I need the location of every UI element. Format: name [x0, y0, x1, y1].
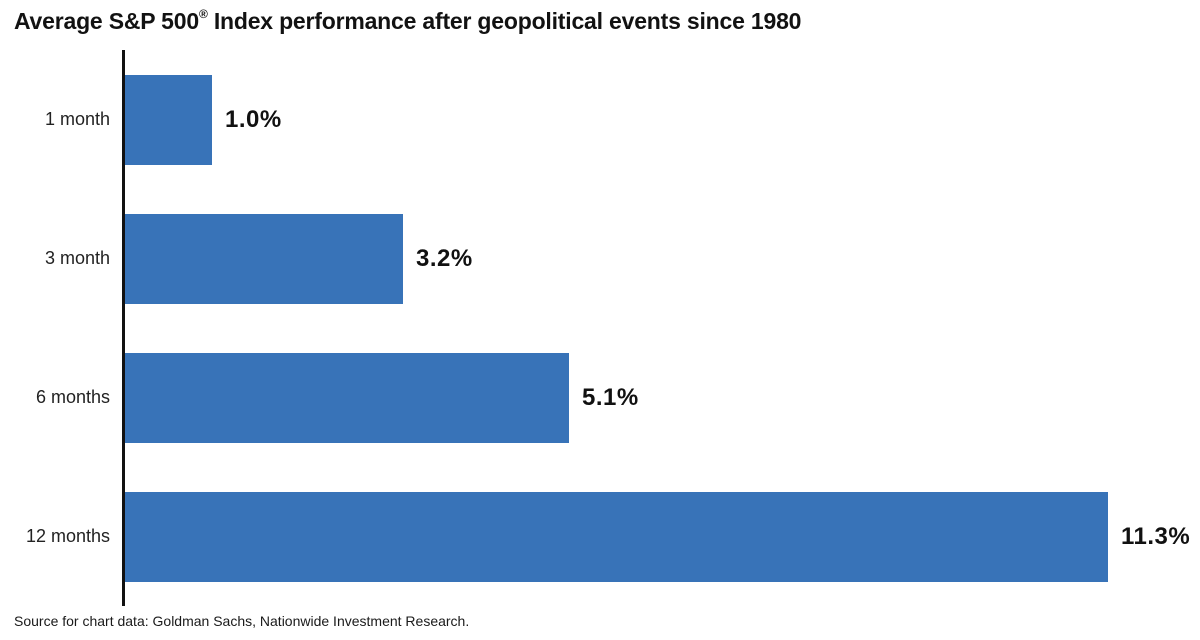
category-label: 1 month — [44, 109, 110, 129]
source-note: Source for chart data: Goldman Sachs, Na… — [14, 613, 470, 629]
bar-row-3-month: 3 month 3.2% — [0, 189, 1200, 328]
category-label: 6 months — [35, 387, 110, 407]
bar-row-12-months: 12 months 11.3% — [0, 467, 1200, 606]
value-label: 11.3% — [1121, 522, 1191, 550]
chart-title-prefix: Average S&P 500 — [14, 8, 199, 34]
value-label: 1.0% — [225, 105, 282, 133]
bar-1-month — [125, 74, 212, 165]
plot-area: 1 month 1.0% 3 month 3.2% 6 months 5.1% … — [0, 50, 1200, 606]
bar-3-month — [125, 213, 403, 304]
chart-title-suffix: Index performance after geopolitical eve… — [207, 8, 802, 34]
y-axis-line — [122, 50, 125, 606]
bar-row-6-months: 6 months 5.1% — [0, 328, 1200, 467]
category-label: 12 months — [25, 526, 110, 546]
bar-row-1-month: 1 month 1.0% — [0, 50, 1200, 189]
bar-12-months — [125, 491, 1108, 582]
chart-title: Average S&P 500® Index performance after… — [14, 7, 802, 35]
category-label: 3 month — [44, 248, 110, 268]
value-label: 3.2% — [416, 244, 473, 272]
value-label: 5.1% — [582, 383, 639, 411]
bar-6-months — [125, 352, 569, 443]
registered-trademark-symbol: ® — [198, 7, 208, 21]
